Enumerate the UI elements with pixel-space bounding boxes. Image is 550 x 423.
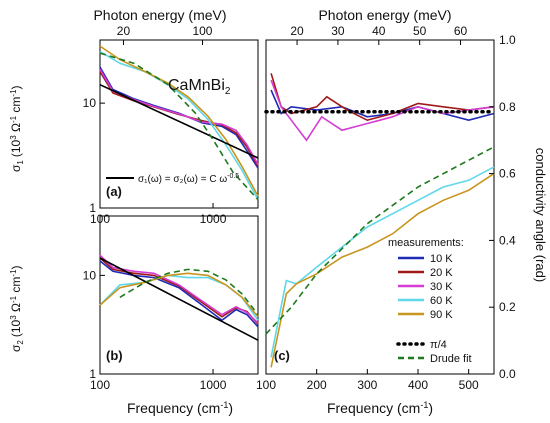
panel-c-legend-label-5: π/4 — [430, 339, 447, 351]
panel-b-ylabel: σ2(103 Ω-1 cm-1) — [9, 265, 25, 352]
panel-a-series-5 — [99, 83, 259, 159]
panel-b-sigma2: 100 1000 1 10 (b) σ2(103 Ω-1 cm-1) — [9, 215, 259, 392]
panel-c-xtick-label-4: 500 — [459, 378, 479, 392]
bottom-axis-label-left: Frequency (cm-1) — [127, 400, 233, 416]
panel-a-ylabel: σ1(103 Ω-1 cm-1) — [9, 85, 25, 172]
panel-b-series-6 — [119, 268, 259, 316]
top-axis-label-right: Photon energy (meV) — [318, 7, 451, 23]
panel-a-toptick-label-1: 100 — [192, 24, 212, 38]
top-axis-label-left: Photon energy (meV) — [93, 7, 226, 23]
panel-c-toptick-label-0: 20 — [290, 24, 304, 38]
panel-c-toptick-label-2: 40 — [372, 24, 386, 38]
panel-c-legend-title: measurements: — [388, 237, 464, 249]
panel-b-xtick-label-1: 1000 — [200, 378, 227, 392]
panel-b-label: (b) — [106, 348, 123, 363]
panel-a-frame — [99, 39, 259, 209]
panel-b-frame — [99, 215, 259, 375]
panel-b-xtick-label-0: 100 — [90, 378, 110, 392]
panel-b-ytick-label-0: 1 — [89, 367, 96, 381]
panel-c-ytick-label-0: 0.0 — [499, 367, 516, 381]
panel-c-ytick-label-3: 0.6 — [499, 167, 516, 181]
panel-b-ytick-label-1: 10 — [83, 268, 97, 282]
panel-c-xtick-label-1: 200 — [307, 378, 327, 392]
panel-b-series-2 — [99, 254, 259, 324]
panel-b-series-5 — [99, 257, 259, 341]
panel-a-title: CaMnBi2 — [168, 77, 231, 97]
panel-c-series-1 — [270, 73, 495, 122]
panel-c-label: (c) — [274, 348, 290, 363]
panel-a-series-6 — [99, 52, 259, 201]
panel-c-frame — [265, 39, 495, 375]
panel-c-legend-label-1: 20 K — [430, 267, 453, 279]
panel-c-legend-label-2: 30 K — [430, 281, 453, 293]
panel-c-ytick-label-1: 0.2 — [499, 300, 516, 314]
panel-c-angle: 100 200 300 400 500 0.0 0.2 0.4 0.6 0.8 1.0 20 30 40 5… — [256, 24, 516, 392]
panel-c-series-0 — [270, 89, 495, 122]
right-axis-label: conductivity angle (rad) — [533, 148, 548, 282]
panel-a-ytick-label-0: 1 — [89, 201, 96, 215]
panel-a-series-3 — [99, 50, 259, 201]
panel-c-series-3 — [270, 166, 495, 358]
panel-c-ytick-label-5: 1.0 — [499, 33, 516, 47]
panel-c-toptick-label-4: 60 — [454, 24, 468, 38]
panel-c-toptick-label-1: 30 — [331, 24, 345, 38]
panel-a-series-4 — [99, 45, 259, 197]
panel-c-xtick-label-3: 400 — [408, 378, 428, 392]
panel-c-series-4 — [270, 172, 495, 368]
panel-c-legend-label-4: 90 K — [430, 309, 453, 321]
panel-b-series-3 — [99, 274, 259, 321]
panel-b-series-0 — [99, 260, 259, 328]
panel-a-legend-text: σ₁(ω) = σ₂(ω) = C ω-0.5 — [138, 173, 239, 185]
panel-b-series-4 — [99, 272, 259, 318]
bottom-axis-label-right: Frequency (cm-1) — [327, 400, 433, 416]
panel-c-xtick-label-0: 100 — [256, 378, 276, 392]
panel-a-toptick-label-0: 20 — [117, 24, 131, 38]
panel-c-ytick-label-4: 0.8 — [499, 100, 516, 114]
panel-c-legend-label-0: 10 K — [430, 253, 453, 265]
panel-a-label: (a) — [106, 184, 122, 199]
panel-c-legend-label-6: Drude fit — [430, 353, 472, 365]
panel-a-xtick-label-1: 1000 — [200, 212, 227, 226]
panel-c-toptick-label-3: 50 — [413, 24, 427, 38]
panel-c-ytick-label-2: 0.4 — [499, 233, 516, 247]
panel-c-xtick-label-2: 300 — [357, 378, 377, 392]
panel-a-ytick-label-1: 10 — [83, 96, 97, 110]
panel-c-legend-label-3: 60 K — [430, 295, 453, 307]
